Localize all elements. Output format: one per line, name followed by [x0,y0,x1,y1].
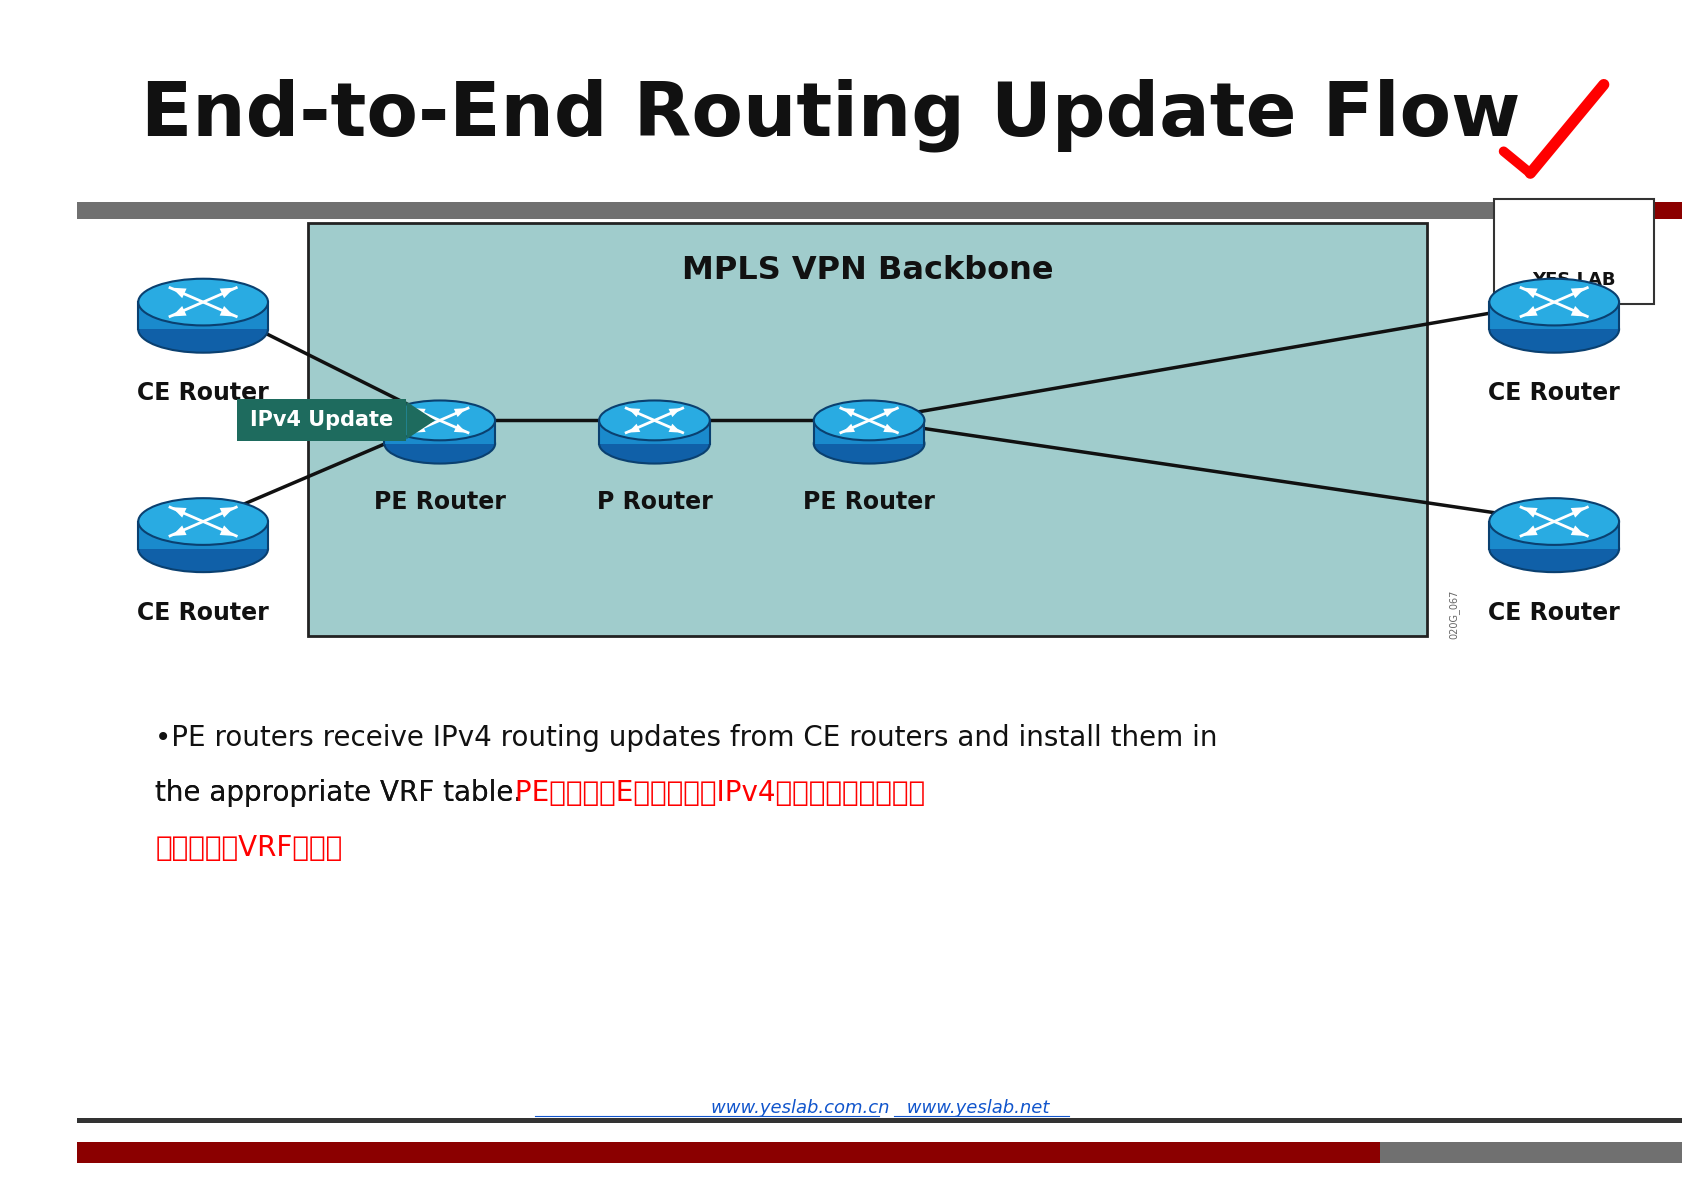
Bar [77,202,1551,219]
FancyArrow shape [172,524,198,536]
FancyArrow shape [1522,288,1549,300]
Text: IPv4 Update: IPv4 Update [249,411,394,431]
FancyArrow shape [414,422,436,433]
Polygon shape [138,302,267,330]
Ellipse shape [814,401,923,440]
Ellipse shape [383,424,495,464]
Text: PE Router: PE Router [373,490,505,514]
FancyArrow shape [172,303,198,317]
Bar [1551,202,1682,219]
Text: www.yeslab.com.cn   www.yeslab.net: www.yeslab.com.cn www.yeslab.net [710,1100,1048,1117]
Text: CE Router: CE Router [138,601,269,625]
FancyArrow shape [1558,524,1584,536]
Polygon shape [1489,521,1618,549]
FancyArrow shape [442,422,466,433]
Ellipse shape [383,401,495,440]
Polygon shape [138,521,267,549]
FancyArrow shape [207,524,234,536]
Text: P Router: P Router [595,490,711,514]
FancyArrow shape [1522,303,1549,317]
FancyArrow shape [658,422,681,433]
Bar [237,400,405,441]
Text: CE Router: CE Router [1487,381,1620,406]
FancyArrow shape [442,408,466,419]
FancyArrow shape [207,288,234,300]
Text: PE Router: PE Router [802,490,935,514]
Ellipse shape [1489,278,1618,325]
Ellipse shape [1489,499,1618,545]
Ellipse shape [1489,306,1618,352]
Ellipse shape [138,306,267,352]
FancyArrow shape [1558,507,1584,520]
Text: •PE routers receive IPv4 routing updates from CE routers and install them in: •PE routers receive IPv4 routing updates… [155,724,1218,752]
Text: MPLS VPN Backbone: MPLS VPN Backbone [681,255,1053,286]
Bar [77,1141,1379,1163]
FancyArrow shape [172,507,198,520]
Ellipse shape [138,499,267,545]
FancyArrow shape [1522,524,1549,536]
FancyArrow shape [843,408,865,419]
Ellipse shape [599,401,710,440]
FancyArrow shape [1558,288,1584,300]
Ellipse shape [1489,526,1618,572]
Text: the appropriate VRF table.: the appropriate VRF table. [155,779,523,807]
FancyArrow shape [871,408,895,419]
FancyArrow shape [627,422,651,433]
FancyArrow shape [405,401,434,439]
FancyArrow shape [1522,507,1549,520]
Ellipse shape [599,424,710,464]
Text: 装在适当的VRF表中。: 装在适当的VRF表中。 [155,834,343,863]
Ellipse shape [138,526,267,572]
FancyArrow shape [627,408,651,419]
FancyArrow shape [414,408,436,419]
FancyArrow shape [1558,303,1584,317]
Polygon shape [1489,302,1618,330]
Polygon shape [814,420,923,444]
Text: PE路由器们E路由器接收IPv4路由更新，并将其安: PE路由器们E路由器接收IPv4路由更新，并将其安 [506,779,925,807]
Ellipse shape [138,278,267,325]
Text: 020G_067: 020G_067 [1448,589,1458,639]
Bar [1494,199,1653,303]
Text: the appropriate VRF table.: the appropriate VRF table. [155,779,523,807]
FancyArrow shape [843,422,865,433]
Text: End-to-End Routing Update Flow: End-to-End Routing Update Flow [141,79,1521,152]
Bar [308,223,1426,635]
Text: CE Router: CE Router [138,381,269,406]
Bar [77,1117,1682,1122]
Bar [1379,1141,1682,1163]
FancyArrow shape [658,408,681,419]
Text: YES LAB: YES LAB [1532,271,1615,289]
Text: CE Router: CE Router [1487,601,1620,625]
Polygon shape [383,420,495,444]
Polygon shape [599,420,710,444]
FancyArrow shape [207,507,234,520]
Ellipse shape [814,424,923,464]
FancyArrow shape [207,303,234,317]
FancyArrow shape [172,288,198,300]
FancyArrow shape [871,422,895,433]
